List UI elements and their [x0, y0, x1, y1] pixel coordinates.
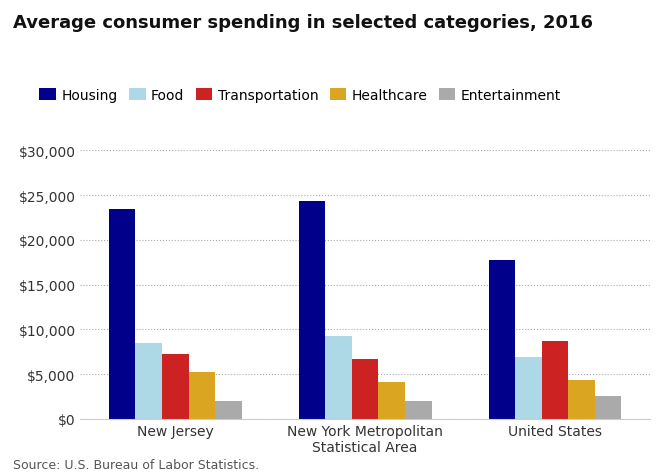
Text: Average consumer spending in selected categories, 2016: Average consumer spending in selected ca…	[13, 14, 594, 32]
Bar	[189, 373, 215, 419]
Bar	[379, 382, 405, 419]
Bar	[488, 260, 515, 419]
Bar	[162, 355, 189, 419]
Bar	[595, 397, 622, 419]
Text: Source: U.S. Bureau of Labor Statistics.: Source: U.S. Bureau of Labor Statistics.	[13, 458, 259, 471]
Bar	[405, 401, 431, 419]
Bar	[568, 380, 595, 419]
Bar	[215, 401, 242, 419]
Bar	[352, 359, 379, 419]
Bar	[135, 343, 162, 419]
Bar	[541, 341, 568, 419]
Bar	[299, 201, 325, 419]
Bar	[325, 336, 352, 419]
Legend: Housing, Food, Transportation, Healthcare, Entertainment: Housing, Food, Transportation, Healthcar…	[34, 83, 567, 108]
Bar	[515, 357, 541, 419]
Bar	[109, 209, 135, 419]
